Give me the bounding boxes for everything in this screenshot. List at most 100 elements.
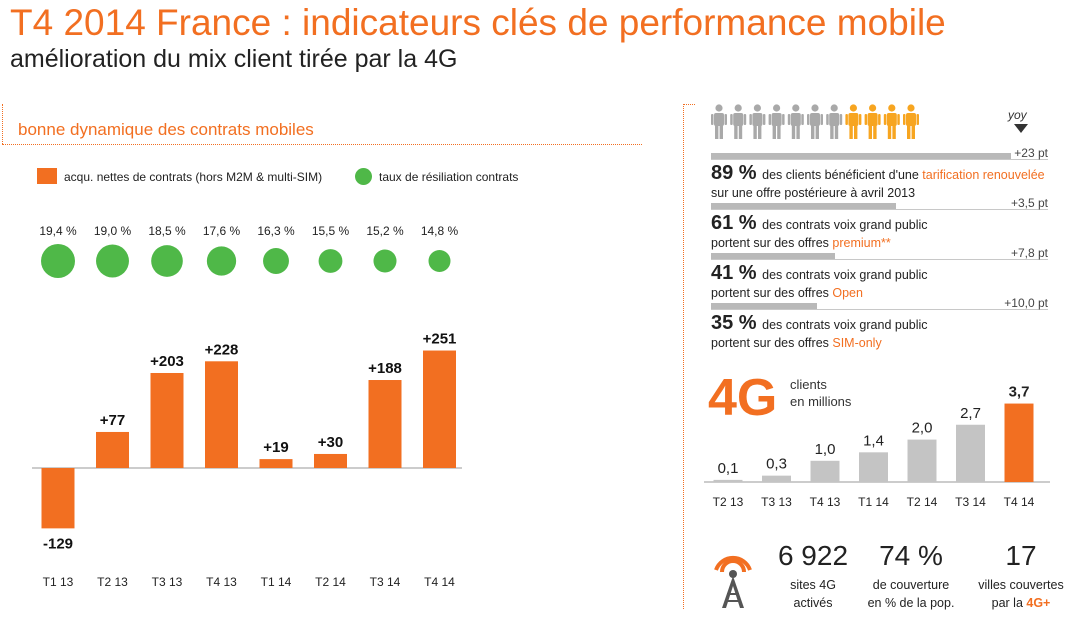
- person-icon: [883, 104, 900, 139]
- person-icon: [903, 104, 919, 139]
- person-icon: [768, 104, 785, 139]
- kpi-percent: 89 %: [711, 162, 763, 184]
- net-adds-label: +251: [423, 331, 457, 348]
- churn-circle: [263, 248, 289, 274]
- fourg-value-label: 0,1: [718, 460, 739, 477]
- legend-bar-label: acqu. nettes de contrats (hors M2M & mul…: [64, 170, 323, 184]
- fourg-tick-label: T3 13: [761, 495, 792, 509]
- person-icon: [864, 104, 881, 139]
- kpi-text: des clients bénéficient d'une: [762, 168, 923, 182]
- fourg-bar: [762, 475, 791, 482]
- kpi-text: des contrats voix grand public: [762, 268, 928, 282]
- antenna-icon: [714, 555, 752, 608]
- kpi-bar-track: [711, 209, 1048, 210]
- kpi-line2: sur une offre postérieure à avril 2013: [711, 183, 915, 203]
- x-tick-label: T4 13: [206, 575, 237, 589]
- fourg-tick-label: T2 13: [713, 495, 744, 509]
- fourg-logo-text: 4G: [708, 369, 778, 427]
- kpi-delta: +10,0 pt: [1004, 296, 1048, 310]
- kpi-bar: [711, 203, 896, 209]
- kpi-text: des contrats voix grand public: [762, 218, 928, 232]
- net-adds-bar: [368, 380, 402, 468]
- net-adds-label: +19: [263, 439, 288, 456]
- churn-label: 19,0 %: [94, 224, 132, 238]
- fourg-customers-chart: 0,1 T2 13 0,3 T3 13 1,0 T4 13 1,4 T1 14 2,0 T2 14…: [704, 384, 1050, 509]
- churn-label: 14,8 %: [421, 224, 459, 238]
- churn-circle: [96, 244, 129, 278]
- kpi-bar-track: [711, 309, 1048, 310]
- legend-circle-label: taux de résiliation contrats: [379, 170, 519, 184]
- person-icon: [845, 104, 862, 139]
- fourg-bar: [810, 460, 840, 482]
- kpi-line2: portent sur des offres premium**: [711, 233, 891, 253]
- stat-highlight: 4G+: [1026, 596, 1051, 610]
- fourg-caption-line1: clients: [790, 377, 827, 392]
- panel-divider-tick: [683, 104, 695, 105]
- fourg-caption-line2: en millions: [790, 394, 852, 409]
- x-tick-label: T1 14: [261, 575, 292, 589]
- fourg-bar: [859, 452, 888, 482]
- net-adds-bar: [205, 361, 238, 468]
- x-tick-label: T2 14: [315, 575, 346, 589]
- fourg-value-label: 1,0: [815, 441, 836, 458]
- churn-circle: [318, 249, 343, 273]
- x-tick-label: T4 14: [424, 575, 455, 589]
- kpi-line2: portent sur des offres Open: [711, 283, 863, 303]
- stat-caption-line2: en % de la pop.: [851, 594, 971, 612]
- legend-circle-swatch: [355, 168, 372, 185]
- kpi-text: portent sur des offres: [711, 286, 833, 300]
- kpi-line1: 61 % des contrats voix grand public: [711, 213, 928, 235]
- net-adds-label: +228: [205, 341, 239, 358]
- stat-caption-line1: villes couvertes: [978, 578, 1064, 592]
- person-icon: [711, 104, 727, 139]
- legend-bar-swatch: [37, 168, 57, 184]
- kpi-bar-track: [711, 159, 1048, 160]
- stat-value: 6 922: [777, 540, 849, 571]
- fourg-value-label: 2,7: [960, 405, 981, 422]
- kpi-delta: +23 pt: [1014, 146, 1048, 160]
- fourg-tick-label: T1 14: [858, 495, 889, 509]
- people-icons: [711, 104, 919, 139]
- churn-label: 15,5 %: [312, 224, 350, 238]
- kpi-highlight: Open: [832, 286, 863, 300]
- net-adds-bar: [423, 350, 456, 468]
- person-icon: [749, 104, 766, 139]
- kpi-bar: [711, 253, 836, 259]
- churn-circle: [428, 250, 451, 272]
- stat-caption-line1: de couverture: [872, 578, 950, 592]
- fourg-value-label: 0,3: [766, 456, 787, 473]
- fourg-bar: [1004, 403, 1034, 482]
- net-adds-label: +77: [100, 412, 125, 429]
- kpi-delta: +3,5 pt: [1010, 196, 1048, 210]
- kpi-line1: 41 % des contrats voix grand public: [711, 263, 928, 285]
- churn-label: 18,5 %: [148, 224, 186, 238]
- kpi-percent: 35 %: [711, 312, 763, 334]
- fourg-value-label: 2,0: [912, 420, 933, 437]
- x-tick-label: T3 14: [370, 575, 401, 589]
- kpi-delta: +7,8 pt: [1010, 246, 1048, 260]
- net-adds-label: +203: [150, 353, 184, 370]
- fourg-value-label: 1,4: [863, 432, 884, 449]
- net-adds-label: +188: [368, 360, 402, 377]
- page-title: T4 2014 France : indicateurs clés de per…: [10, 2, 946, 43]
- stat-caption-text: activés: [793, 596, 833, 610]
- fourg-tick-label: T2 14: [907, 495, 938, 509]
- net-adds-bar: [259, 459, 293, 468]
- stat-caption-line2: par la 4G+: [961, 594, 1076, 612]
- person-icon: [826, 104, 843, 139]
- kpi-text: portent sur des offres: [711, 336, 833, 350]
- churn-circle: [41, 244, 75, 278]
- fourg-tick-label: T4 13: [810, 495, 841, 509]
- kpi-highlight: SIM-only: [832, 336, 882, 350]
- churn-circle: [206, 246, 237, 276]
- fourg-caption: clients en millions: [790, 376, 851, 410]
- person-icon: [787, 104, 804, 139]
- net-adds-bar: [150, 372, 184, 468]
- churn-label: 17,6 %: [203, 224, 241, 238]
- fourg-tick-label: T4 14: [1004, 495, 1035, 509]
- panel-divider: [683, 104, 684, 609]
- stat-caption-line2: activés: [753, 594, 873, 612]
- churn-label: 16,3 %: [257, 224, 295, 238]
- left-panel-heading: bonne dynamique des contrats mobiles: [18, 120, 314, 139]
- kpi-highlight: tarification renouvelée: [922, 168, 1045, 182]
